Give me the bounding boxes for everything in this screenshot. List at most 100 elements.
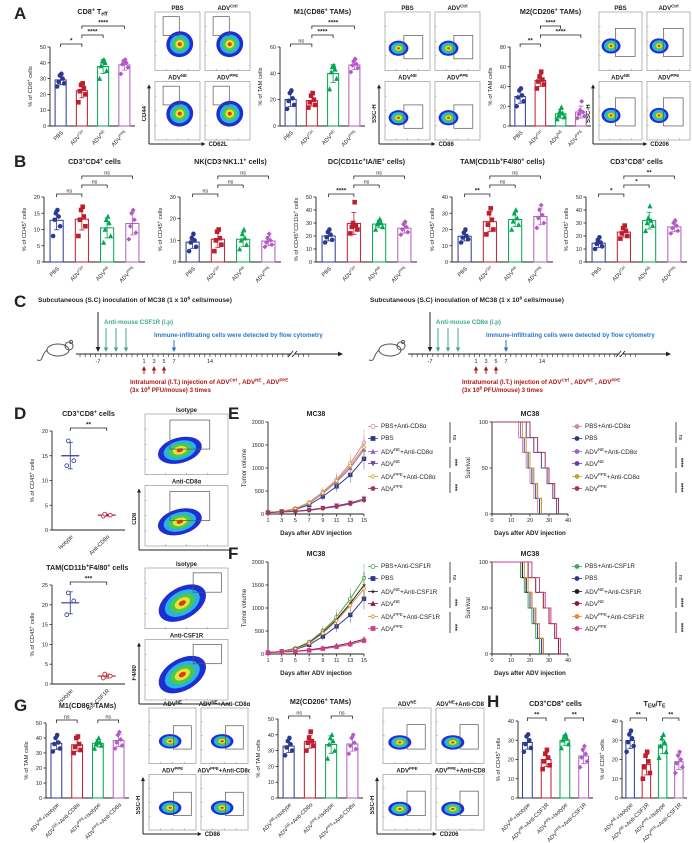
svg-text:9: 9 — [321, 518, 324, 524]
svg-text:PBS: PBS — [512, 130, 524, 142]
svg-text:Intratumoral (I.T.) injection: Intratumoral (I.T.) injection of ADVCtrl… — [130, 378, 288, 386]
svg-text:Anti-CD8α: Anti-CD8α — [172, 480, 202, 486]
svg-text:ADVPPE+Anti-CD8α: ADVPPE+Anti-CD8α — [197, 766, 250, 774]
legend-label: PBS — [585, 435, 598, 443]
svg-text:0: 0 — [271, 796, 274, 802]
svg-text:% of CD8+ cells: % of CD8+ cells — [598, 739, 606, 780]
svg-text:40: 40 — [442, 195, 448, 201]
svg-text:ADVPPE: ADVPPE — [447, 73, 468, 81]
svg-text:ns: ns — [104, 171, 110, 177]
svg-text:CD44: CD44 — [142, 105, 148, 121]
svg-text:10: 10 — [576, 247, 582, 253]
svg-text:CD206: CD206 — [440, 832, 459, 838]
chart-m1-tams: M1(CD86+ TAMs) 0 20 40 60% of TAM cells PBS AD… — [256, 6, 368, 152]
svg-text:****: **** — [677, 598, 683, 608]
svg-text:**: ** — [647, 170, 653, 177]
svg-text:ns: ns — [92, 180, 98, 186]
svg-text:Isotype: Isotype — [176, 408, 198, 414]
svg-text:ADVNE: ADVNE — [163, 700, 182, 708]
svg-text:% of CD45+ cells: % of CD45+ cells — [28, 459, 36, 503]
svg-text:100: 100 — [479, 560, 488, 566]
svg-text:MC38: MC38 — [521, 411, 540, 418]
flow-ssch-cd86: PBS ADVCtrl ADVNE ADVPPE SSC-H CD86 — [372, 4, 482, 152]
svg-text:20: 20 — [442, 228, 448, 234]
svg-text:ns: ns — [298, 39, 304, 45]
svg-text:5: 5 — [294, 658, 297, 664]
chart-h-cd3cd8: CD3+CD8+ cells 0 10 20 30 40% of CD45+ cells A… — [494, 698, 596, 843]
svg-text:10: 10 — [42, 642, 48, 648]
svg-text:7: 7 — [308, 518, 311, 524]
legend-label: PBS+Anti-CSF1R — [381, 562, 431, 570]
svg-text:11: 11 — [334, 518, 340, 524]
flow-g-cd206: ADVNE ADVNE+Anti-CD8 ADVPPE ADVPPE+Anti-CD8… — [370, 700, 486, 842]
svg-text:****: **** — [545, 20, 556, 27]
svg-text:0: 0 — [39, 796, 42, 802]
legend-label: PBS+Anti-CSF1R — [585, 562, 635, 570]
svg-text:CD3+CD8+ cells: CD3+CD8+ cells — [529, 699, 582, 708]
svg-text:30: 30 — [36, 751, 42, 757]
legend-label: ADVPPE+Anti-CD8α — [381, 471, 436, 481]
svg-text:**: ** — [86, 422, 92, 429]
svg-text:CD3+CD8+ cells: CD3+CD8+ cells — [610, 157, 663, 166]
svg-text:10: 10 — [442, 244, 448, 250]
legend-label: ADVPPE+Anti-CSF1R — [585, 611, 645, 621]
svg-text:% of CD45+ cells: % of CD45+ cells — [494, 738, 502, 782]
svg-text:20: 20 — [612, 758, 618, 764]
legend-label: ADVNE+Anti-CD8α — [585, 446, 637, 456]
svg-text:14: 14 — [539, 359, 545, 365]
svg-text:80: 80 — [500, 45, 506, 51]
panel-label-B: B — [14, 152, 27, 171]
svg-text:SSC-H: SSC-H — [586, 104, 592, 123]
svg-text:1500: 1500 — [252, 443, 264, 449]
svg-text:PBS: PBS — [53, 130, 65, 142]
svg-text:PBS: PBS — [591, 266, 603, 278]
svg-text:15: 15 — [42, 623, 48, 629]
svg-text:20: 20 — [576, 234, 582, 240]
chart-g-m1: M1(CD86+ TAMs) 0 10 20 30 40 50 % of TAM cells A… — [22, 700, 132, 842]
chart-dc: DC(CD11c+IA/IE+ cells) 0 10 20 30 40 50 % of CD… — [292, 156, 420, 288]
panel-label-D: D — [14, 404, 27, 423]
chart-d-tam: TAM(CD11b+F4/80+ cells) 0 5 10 15 20 25 % of CD… — [28, 562, 132, 714]
svg-text:ns: ns — [240, 171, 246, 177]
svg-text:% of CD45+ cells: % of CD45+ cells — [28, 613, 36, 657]
chart-cd3cd8-b: CD3+CD8+ cells 0 10 20 30 40 50 % of CD45+ cell… — [562, 156, 690, 288]
svg-text:0: 0 — [485, 512, 488, 518]
svg-text:% of CD8+ cells: % of CD8+ cells — [26, 66, 34, 107]
svg-text:0: 0 — [45, 682, 48, 688]
svg-text:*: * — [635, 179, 638, 186]
svg-text:10: 10 — [612, 777, 618, 783]
svg-text:0: 0 — [445, 260, 448, 266]
svg-text:Isotype: Isotype — [176, 562, 198, 568]
svg-text:-7: -7 — [96, 359, 101, 365]
svg-text:30: 30 — [546, 658, 552, 664]
svg-text:**: ** — [636, 712, 642, 719]
legend-label: ADVPPE — [585, 624, 607, 634]
svg-text:15: 15 — [361, 518, 367, 524]
svg-text:MC38: MC38 — [307, 411, 326, 418]
svg-text:60: 60 — [500, 65, 506, 71]
svg-text:20: 20 — [170, 217, 176, 223]
svg-text:**: ** — [475, 188, 481, 195]
svg-text:ns: ns — [500, 180, 506, 186]
legend-label: PBS+Anti-CD8α — [585, 422, 631, 430]
svg-text:ADVCtrl: ADVCtrl — [217, 4, 237, 12]
flow-g-cd86: ADVNE ADVNE+Anti-CD8α ADVPPE ADVPPE+Anti-CD… — [136, 700, 252, 842]
svg-text:ns: ns — [66, 189, 72, 195]
svg-text:30: 30 — [268, 749, 274, 755]
svg-text:20: 20 — [508, 758, 514, 764]
svg-text:2000: 2000 — [252, 420, 264, 426]
panel-label-H: H — [487, 692, 500, 711]
svg-text:ADVNE: ADVNE — [90, 128, 108, 146]
svg-text:500: 500 — [255, 629, 264, 635]
svg-text:11: 11 — [334, 658, 340, 664]
svg-text:% of TAM cells: % of TAM cells — [258, 67, 264, 105]
svg-text:ADVPPE: ADVPPE — [389, 264, 409, 284]
svg-text:CD86: CD86 — [205, 832, 221, 838]
panel-label-G: G — [14, 696, 28, 715]
svg-text:0: 0 — [490, 518, 493, 524]
tumor-volume-e: MC38 0 500 1000 1500 2000 Tumor volume 1 3 5 7 9 11 1… — [238, 406, 464, 540]
svg-text:****: **** — [677, 458, 683, 468]
svg-text:****: **** — [336, 188, 347, 195]
